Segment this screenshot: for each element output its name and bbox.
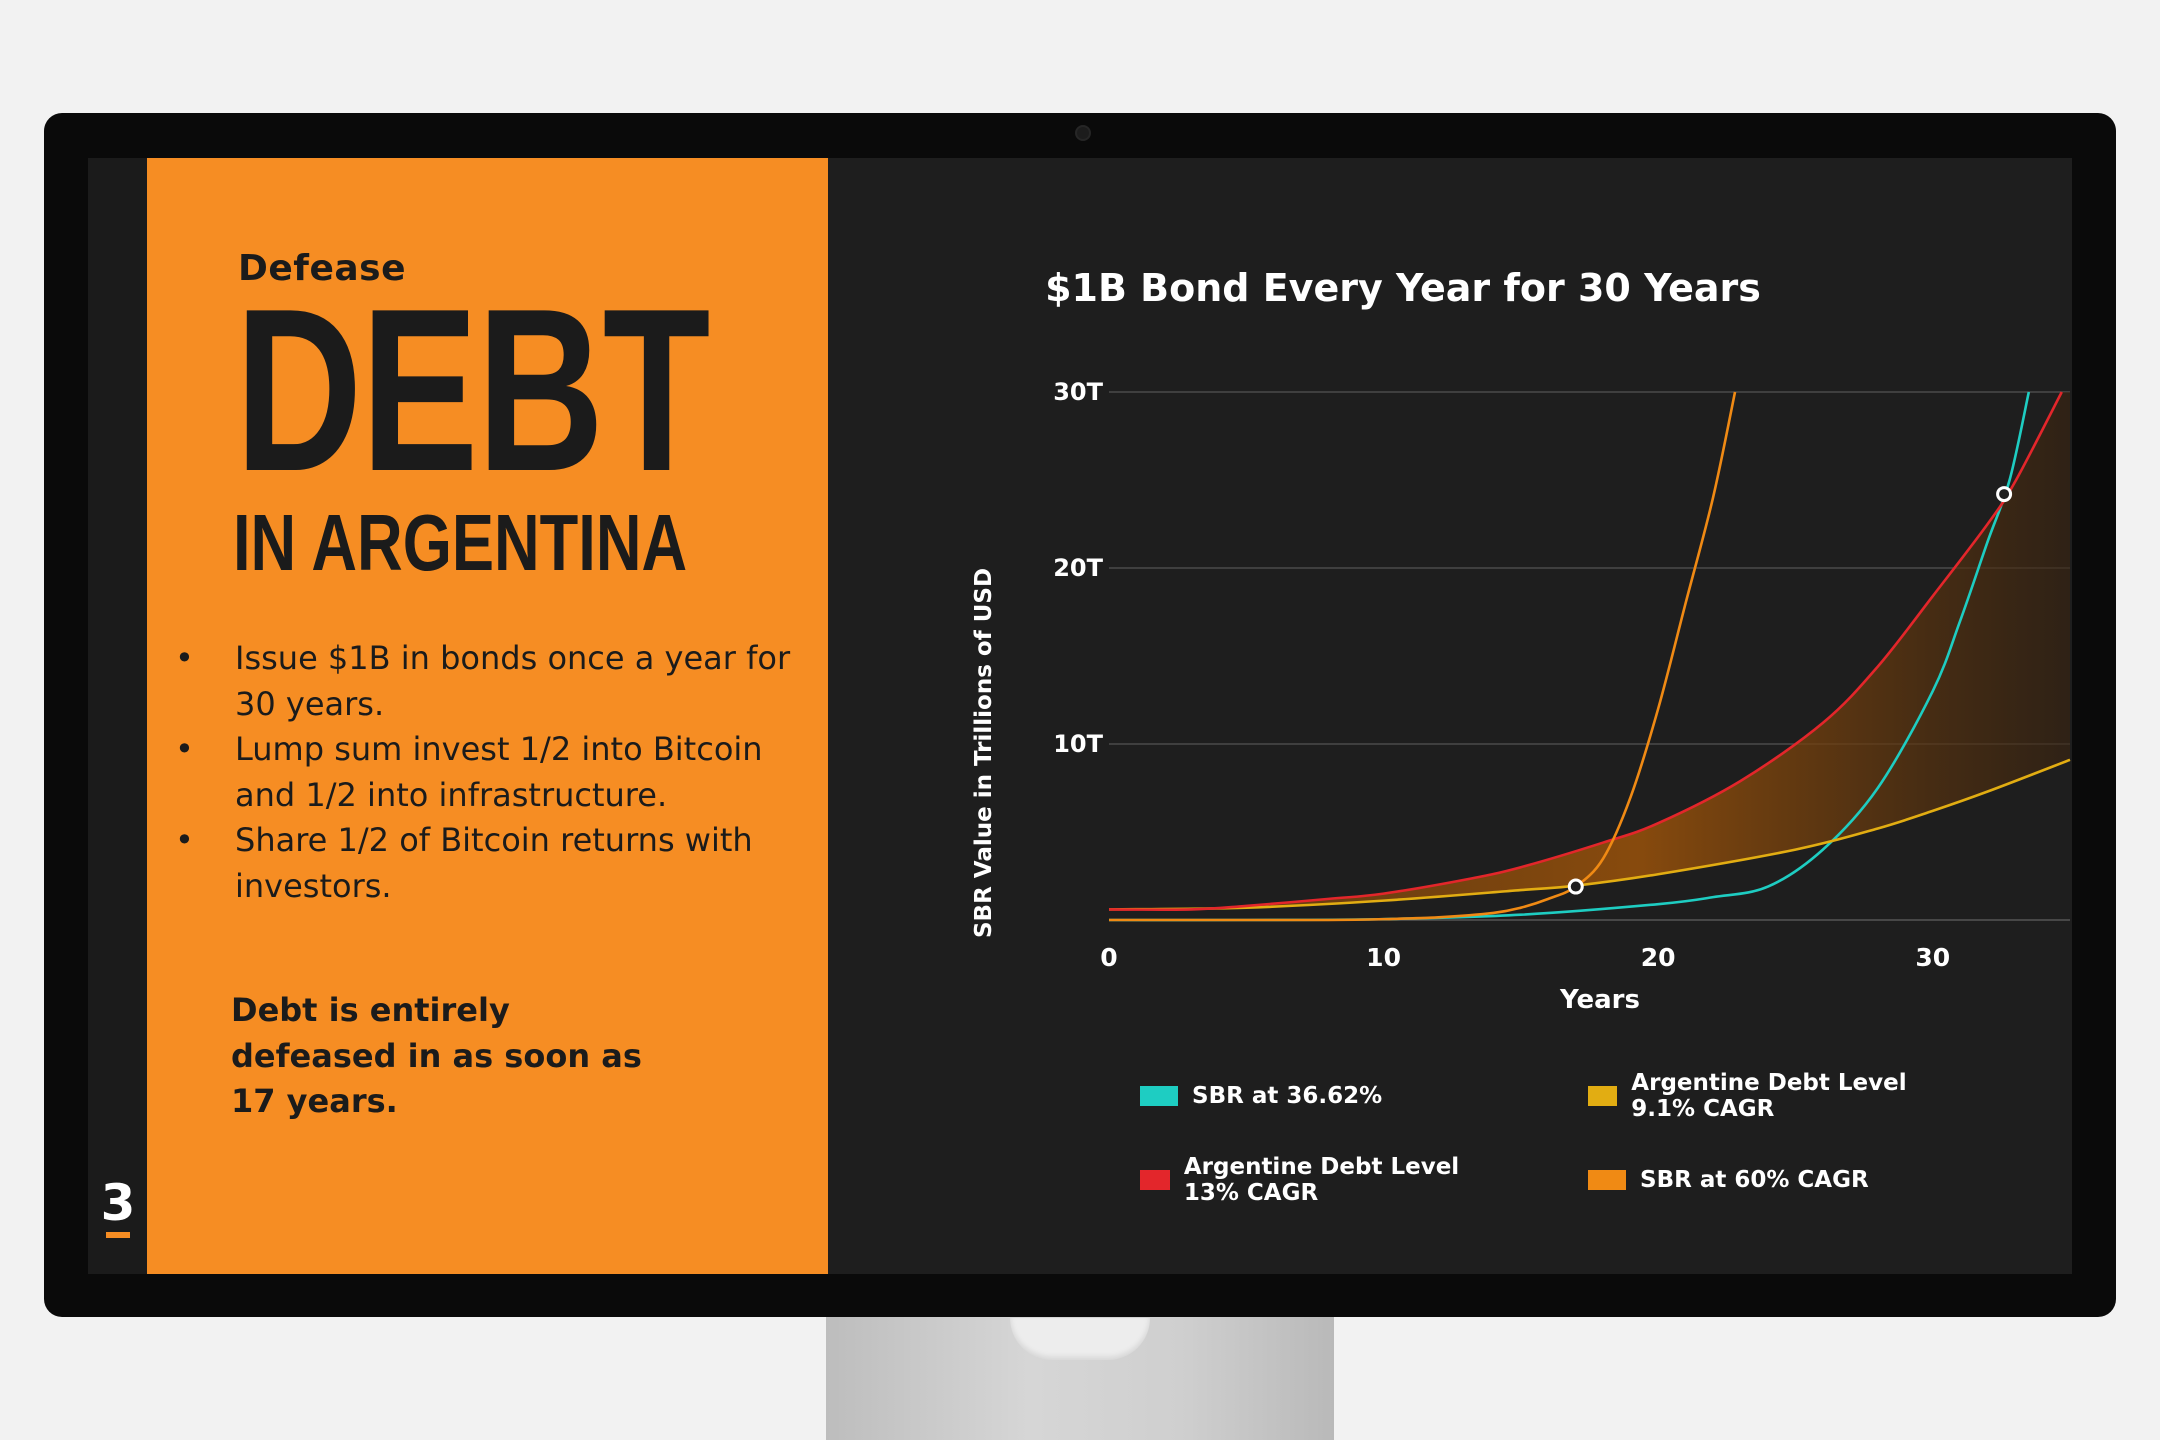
x-tick-label: 0 — [1100, 943, 1117, 972]
chart-title: $1B Bond Every Year for 30 Years — [1045, 266, 1761, 310]
chart-series — [1108, 391, 2071, 922]
legend-swatch — [1588, 1086, 1618, 1106]
bullet-text: Issue $1B in bonds once a year for 30 ye… — [235, 639, 791, 723]
brand-logo: 3 — [98, 1178, 138, 1248]
legend-swatch — [1140, 1086, 1178, 1106]
slide-headline: DEBT — [235, 261, 710, 520]
chart-markers — [1567, 486, 2013, 895]
bullet-text: Share 1/2 of Bitcoin returns with invest… — [235, 821, 753, 905]
x-tick-label: 20 — [1641, 943, 1676, 972]
shaded-band — [1109, 392, 2070, 910]
slide-kicker: Defease — [238, 248, 407, 289]
legend-label: SBR at 36.62% — [1192, 1083, 1383, 1109]
y-axis-label: SBR Value in Trillions of USD — [971, 568, 997, 938]
x-axis-label: Years — [1559, 985, 1640, 1015]
legend-swatch — [1140, 1170, 1170, 1190]
legend-item: SBR at 36.62% — [1140, 1070, 1512, 1122]
text-panel: Defease DEBT IN ARGENTINA Issue $1B in b… — [147, 158, 828, 1274]
legend-label: Argentine Debt Level 9.1% CAGR — [1631, 1070, 1907, 1122]
y-tick-label: 30T — [1053, 378, 1103, 406]
bullet-item-1: Issue $1B in bonds once a year for 30 ye… — [169, 636, 809, 727]
legend-item: Argentine Debt Level 13% CAGR — [1140, 1154, 1512, 1206]
legend-item: SBR at 60% CAGR — [1588, 1154, 1960, 1206]
intersection-marker — [1996, 486, 2013, 503]
series-line-3 — [1108, 391, 2063, 911]
x-tick-label: 10 — [1366, 943, 1401, 972]
slide-subheadline: IN ARGENTINA — [233, 498, 688, 587]
bullet-item-3: Share 1/2 of Bitcoin returns with invest… — [169, 818, 809, 909]
legend-label: SBR at 60% CAGR — [1640, 1167, 1869, 1193]
monitor-stand-notch — [1010, 1318, 1150, 1360]
bullet-item-2: Lump sum invest 1/2 into Bitcoin and 1/2… — [169, 727, 809, 818]
legend-swatch — [1588, 1170, 1626, 1190]
logo-glyph: 3 — [100, 1174, 136, 1232]
legend-label: Argentine Debt Level 13% CAGR — [1183, 1154, 1460, 1206]
legend-item: Argentine Debt Level 9.1% CAGR — [1588, 1070, 1960, 1122]
line-chart: 10T 20T 30T 0 10 20 30 SBR Value in Trillions … — [971, 378, 2071, 1015]
y-tick-label: 10T — [1053, 730, 1103, 758]
bullet-text: Lump sum invest 1/2 into Bitcoin and 1/2… — [235, 730, 763, 814]
series-line-2 — [1108, 758, 2071, 911]
intersection-marker — [1567, 878, 1584, 895]
slide-left-strip: 3 — [88, 158, 147, 1274]
slide-screen: 3 Defease DEBT IN ARGENTINA Issue $1B in… — [88, 158, 2072, 1274]
x-tick-label: 30 — [1915, 943, 1950, 972]
webcam-icon — [1075, 125, 1091, 141]
bullet-list: Issue $1B in bonds once a year for 30 ye… — [169, 636, 809, 909]
y-tick-label: 20T — [1053, 554, 1103, 582]
chart-legend: SBR at 36.62% Argentine Debt Level 9.1% C… — [1140, 1070, 1960, 1206]
series-line-4 — [1109, 391, 1737, 922]
logo-underline — [106, 1232, 130, 1238]
chart-ticks: 10T 20T 30T 0 10 20 30 — [1053, 378, 1950, 972]
conclusion-text: Debt is entirely defeased in as soon as … — [231, 991, 642, 1120]
